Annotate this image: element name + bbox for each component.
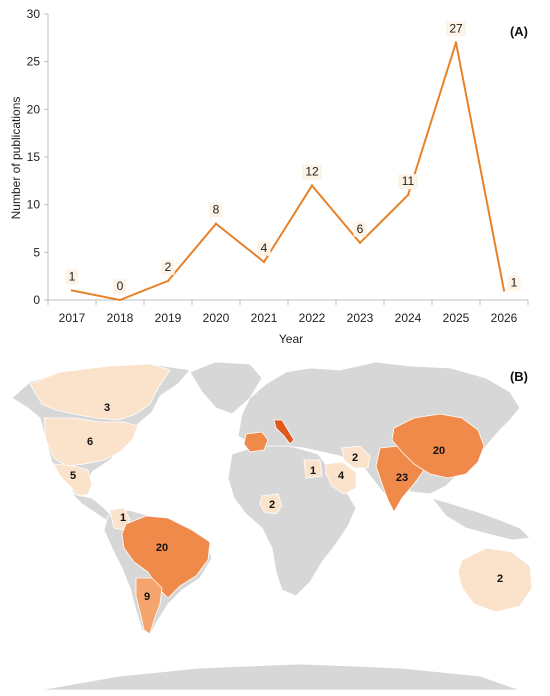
mexico-region <box>53 463 93 497</box>
panel-a-label: (A) <box>510 24 528 39</box>
southeast-asia-landmass <box>430 497 531 541</box>
y-tick-label: 25 <box>27 55 41 69</box>
africa-landmass <box>227 445 357 597</box>
iran-value: 2 <box>352 452 358 464</box>
data-label-background <box>302 164 322 180</box>
data-label-background <box>209 202 223 218</box>
y-tick-label: 5 <box>33 245 40 259</box>
nigeria-value: 2 <box>269 499 275 511</box>
argentina-region <box>135 577 163 635</box>
data-label: 1 <box>69 269 76 283</box>
data-label: 12 <box>305 165 319 179</box>
y-axis: 0 5 10 15 20 25 30 <box>27 7 49 307</box>
y-axis-title: Number of publications <box>9 97 23 220</box>
y-tick-label: 30 <box>27 7 41 21</box>
data-label-background <box>398 174 418 190</box>
data-labels: 1 0 2 8 4 12 6 11 27 1 <box>65 21 521 294</box>
data-point <box>502 289 506 292</box>
data-label: 0 <box>117 279 124 293</box>
united-states-region <box>43 417 139 467</box>
data-label: 6 <box>357 222 364 236</box>
brazil-value: 20 <box>156 542 168 554</box>
canada-region <box>29 363 171 421</box>
data-point <box>70 289 74 292</box>
x-tick-label: 2026 <box>491 311 518 325</box>
x-tick-label: 2017 <box>59 311 86 325</box>
nigeria-region <box>259 493 283 515</box>
y-tick-label: 0 <box>33 293 40 307</box>
argentina-value: 9 <box>144 591 150 603</box>
india-value: 23 <box>396 472 408 484</box>
data-label: 27 <box>449 22 463 36</box>
data-label: 2 <box>165 260 172 274</box>
data-point <box>310 184 314 187</box>
china-region <box>391 413 485 479</box>
panel-b-label: (B) <box>510 369 528 384</box>
data-label: 11 <box>402 174 415 188</box>
canada-value: 3 <box>104 402 110 414</box>
data-label-background <box>257 240 271 256</box>
data-label-background <box>446 21 466 37</box>
data-point <box>262 260 266 264</box>
egypt-value: 1 <box>310 465 316 477</box>
saudi-arabia-value: 4 <box>338 470 345 482</box>
data-label-background <box>353 221 367 237</box>
y-tick-label: 15 <box>27 150 41 164</box>
australia-region <box>457 547 533 613</box>
publications-line <box>71 42 505 302</box>
data-point <box>454 41 458 44</box>
y-tick-label: 10 <box>27 198 41 212</box>
colombia-value: 1 <box>120 512 126 524</box>
data-label-background <box>161 259 175 275</box>
data-label-background <box>113 279 127 294</box>
y-tick-label: 20 <box>27 102 41 116</box>
data-point <box>358 241 362 244</box>
data-label-background <box>507 275 521 291</box>
x-tick-label: 2019 <box>155 311 182 325</box>
x-tick-label: 2025 <box>443 311 470 325</box>
data-label: 4 <box>261 241 268 255</box>
x-tick-label: 2021 <box>251 311 278 325</box>
data-label-background <box>65 269 79 285</box>
mexico-value: 5 <box>70 470 76 482</box>
data-label: 1 <box>511 275 518 289</box>
x-tick-label: 2018 <box>107 311 134 325</box>
egypt-region <box>303 459 323 479</box>
spain-region <box>243 431 269 453</box>
data-point <box>406 193 410 197</box>
data-point <box>118 298 122 302</box>
publications-series <box>70 41 506 302</box>
x-tick-label: 2023 <box>347 311 374 325</box>
saudi-arabia-region <box>325 461 357 495</box>
united-states-value: 6 <box>87 436 93 448</box>
x-axis-title: Year <box>279 332 303 346</box>
x-tick-label: 2024 <box>395 311 422 325</box>
iran-region <box>341 445 371 469</box>
world-map-panel: 3 6 5 1 20 9 2 1 4 2 23 20 2 (B) <box>11 361 533 691</box>
china-value: 20 <box>433 445 445 457</box>
brazil-region <box>121 515 211 599</box>
data-point <box>214 222 218 225</box>
antarctica-landmass <box>39 663 521 691</box>
italy-region <box>273 419 295 445</box>
data-point <box>166 279 170 283</box>
x-tick-label: 2022 <box>299 311 326 325</box>
australia-value: 2 <box>497 573 503 585</box>
data-label: 8 <box>213 203 220 217</box>
x-axis: 2017 2018 2019 2020 2021 2022 2023 2024 2025 2026 <box>47 299 529 325</box>
x-tick-label: 2020 <box>203 311 230 325</box>
central-america-landmass <box>70 493 113 521</box>
